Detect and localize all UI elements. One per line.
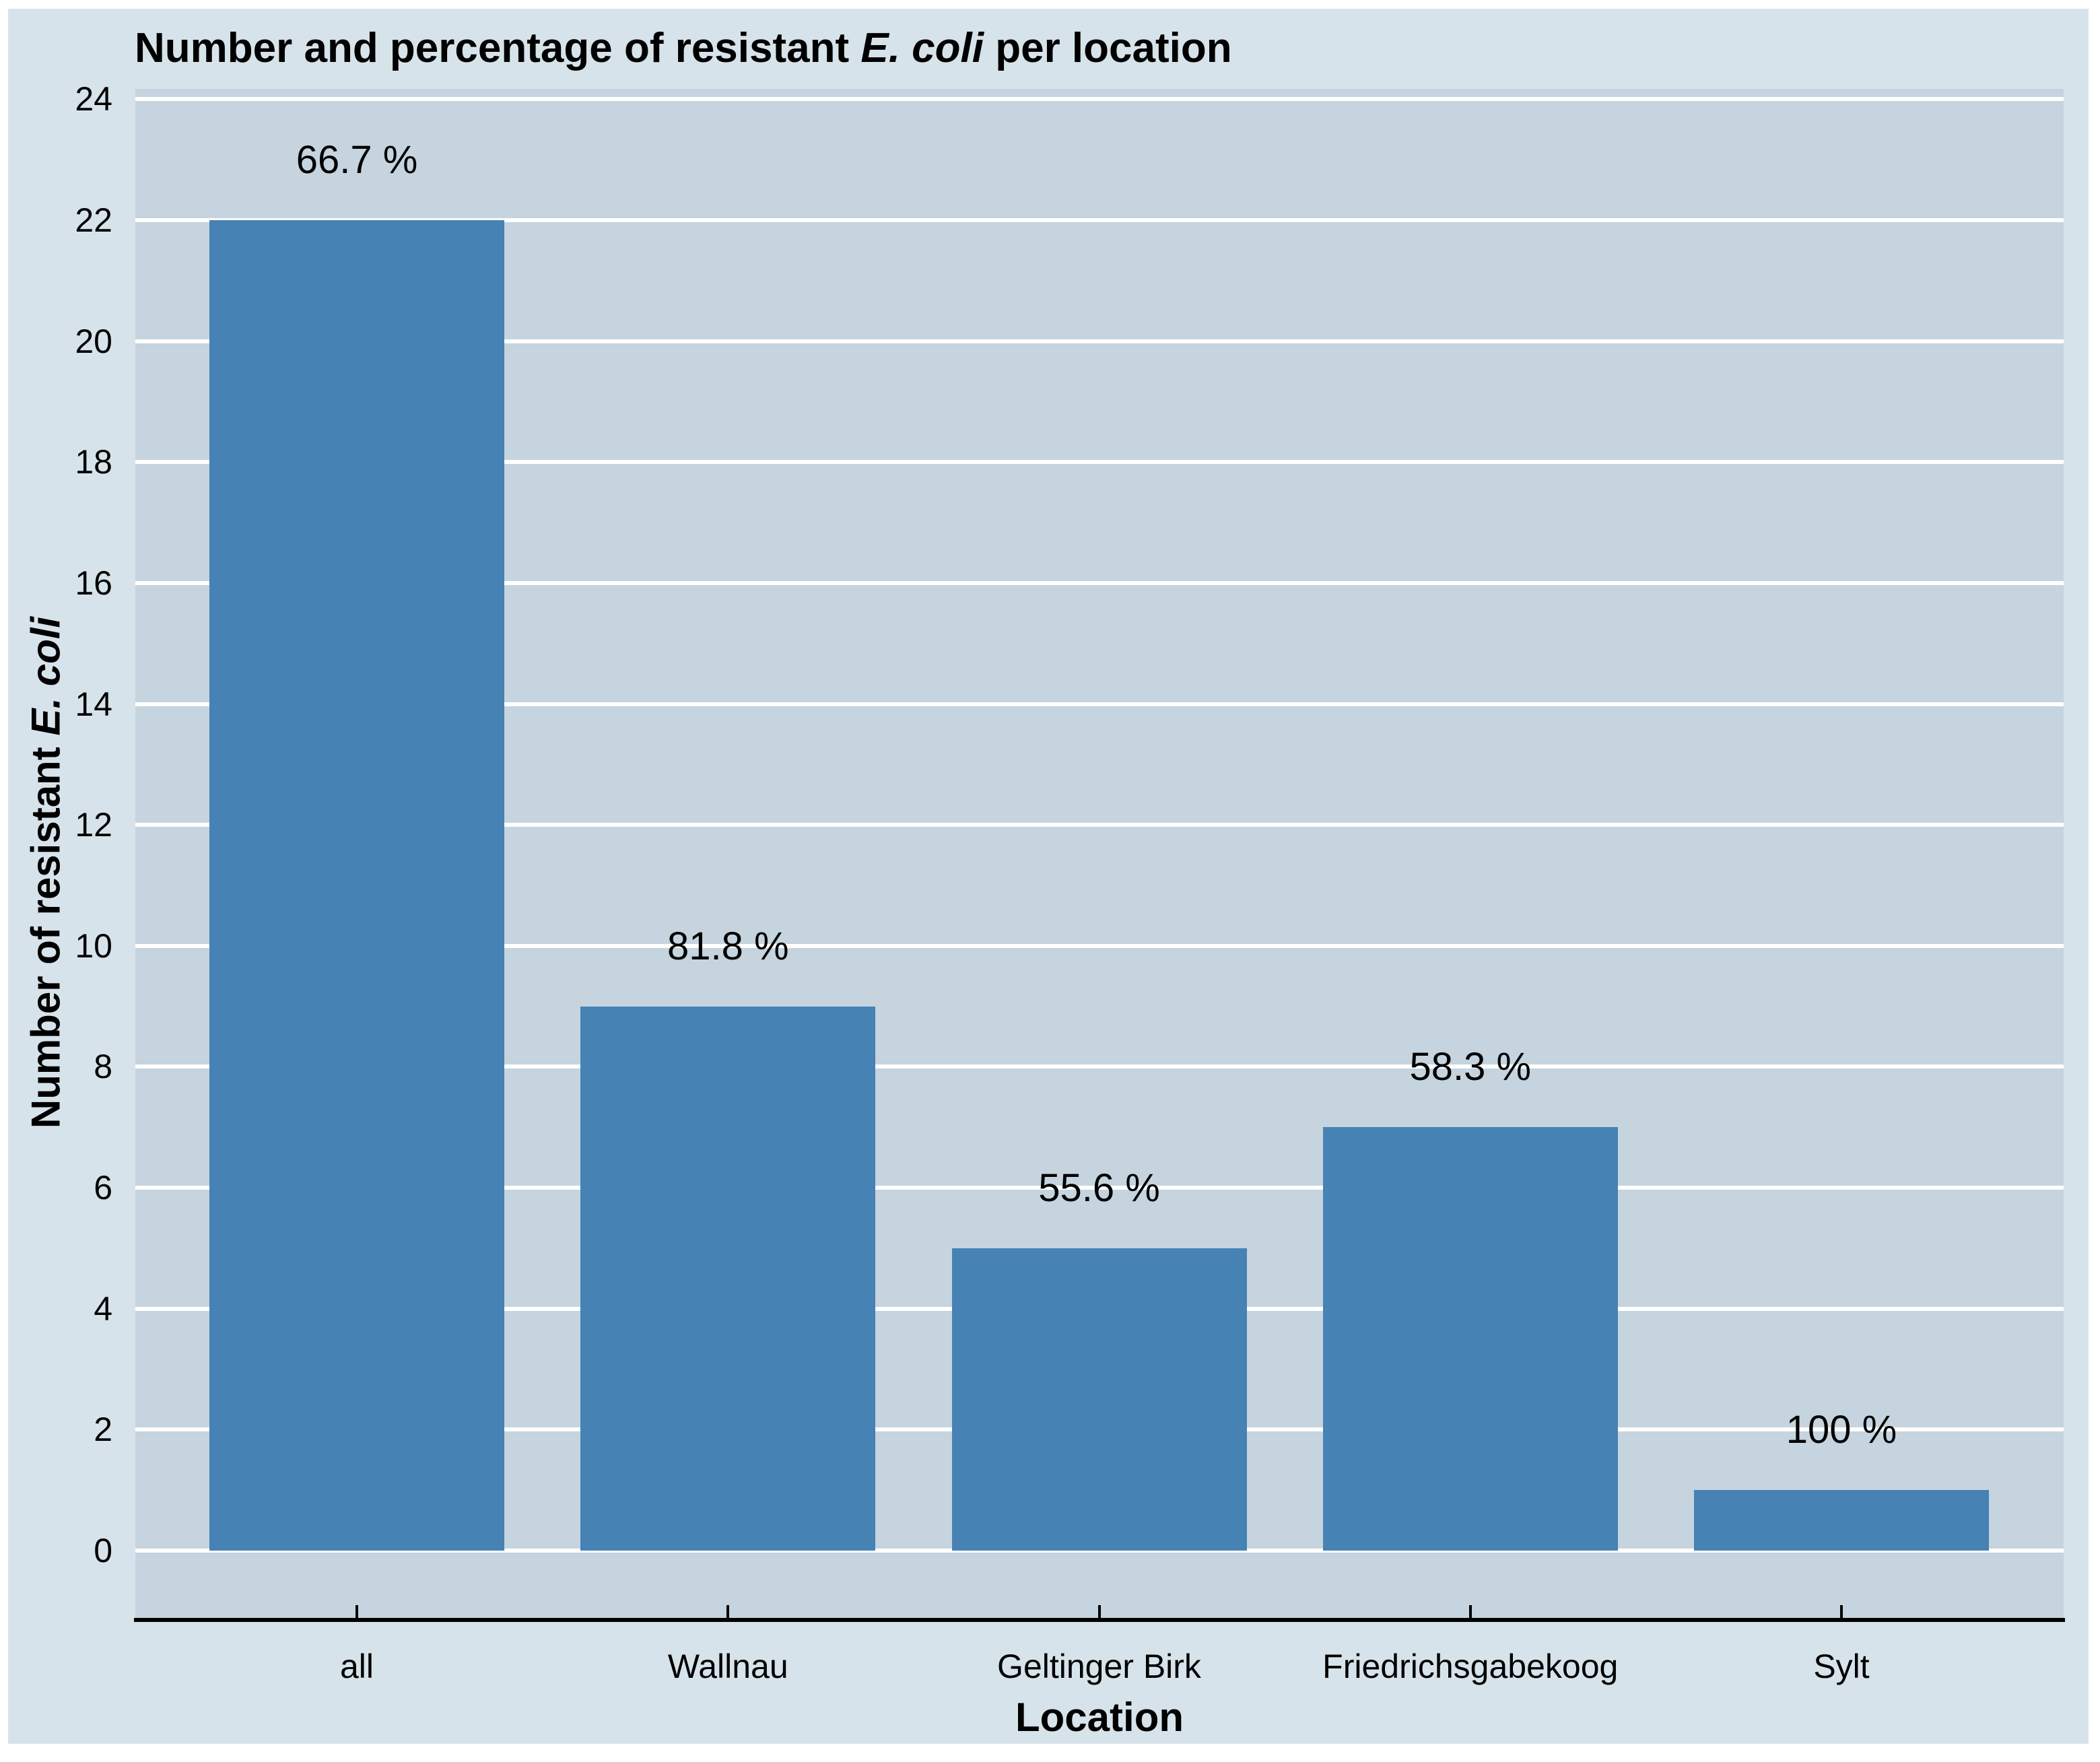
x-axis-title: Location	[1015, 1695, 1184, 1740]
y-tick-label-4: 4	[94, 1289, 112, 1328]
gridline-y-22	[135, 217, 2064, 222]
x-tick-label-wallnau: Wallnau	[667, 1648, 788, 1685]
bar-sylt	[1694, 1490, 1989, 1551]
y-tick-label-24: 24	[75, 80, 112, 118]
chart-title-italic-text: E. coli	[860, 25, 984, 71]
bar-percentage-label: 58.3 %	[1409, 1045, 1532, 1089]
y-tick-label-18: 18	[75, 443, 112, 481]
x-tick-label-geltinger-birk: Geltinger Birk	[997, 1648, 1201, 1685]
gridline-y-10	[135, 943, 2064, 948]
bar-percentage-label: 100 %	[1786, 1408, 1897, 1452]
plot-area	[135, 89, 2064, 1618]
bar-geltinger-birk	[951, 1248, 1247, 1551]
chart-title-text: Number and percentage of resistant	[135, 25, 861, 71]
y-tick-label-14: 14	[75, 685, 112, 723]
y-tick-label-2: 2	[94, 1411, 112, 1449]
gridline-y-8	[135, 1064, 2064, 1069]
x-tick-mark	[355, 1605, 358, 1618]
bar-friedrichsgabekoog	[1322, 1127, 1618, 1551]
bar-all	[209, 219, 504, 1551]
gridline-y-6	[135, 1186, 2064, 1190]
y-tick-label-8: 8	[94, 1048, 112, 1086]
x-tick-mark	[1097, 1605, 1101, 1618]
x-tick-mark	[1468, 1605, 1472, 1618]
y-tick-label-0: 0	[94, 1532, 112, 1569]
y-axis-title: Number of resistant E. coli	[23, 617, 69, 1128]
bar-wallnau	[580, 1006, 876, 1551]
y-axis-title-text: Number of resistant	[23, 735, 69, 1129]
gridline-y-20	[135, 339, 2064, 343]
bar-percentage-label: 66.7 %	[296, 137, 418, 182]
chart-title: Number and percentage of resistant E. co…	[135, 24, 1232, 72]
bar-percentage-label: 55.6 %	[1038, 1165, 1160, 1210]
gridline-y-0	[135, 1549, 2064, 1553]
x-tick-label-sylt: Sylt	[1813, 1648, 1870, 1685]
gridline-y-18	[135, 460, 2064, 465]
y-tick-label-6: 6	[94, 1169, 112, 1207]
x-axis-line	[134, 1618, 2065, 1622]
gridline-y-14	[135, 702, 2064, 706]
x-tick-label-friedrichsgabekoog: Friedrichsgabekoog	[1322, 1648, 1619, 1685]
x-tick-label-all: all	[339, 1648, 374, 1685]
y-axis-title-italic-text: E. coli	[23, 616, 69, 736]
gridline-y-16	[135, 580, 2064, 585]
y-tick-label-20: 20	[75, 322, 112, 360]
x-tick-mark	[726, 1605, 730, 1618]
x-tick-mark	[1840, 1605, 1843, 1618]
bar-percentage-label: 81.8 %	[667, 924, 789, 968]
chart-title-suffix-text: per location	[983, 25, 1232, 71]
gridline-y-12	[135, 823, 2064, 827]
gridline-y-24	[135, 97, 2064, 102]
y-tick-label-22: 22	[75, 201, 112, 239]
y-tick-label-10: 10	[75, 926, 112, 965]
y-tick-label-12: 12	[75, 806, 112, 844]
y-tick-label-16: 16	[75, 564, 112, 602]
